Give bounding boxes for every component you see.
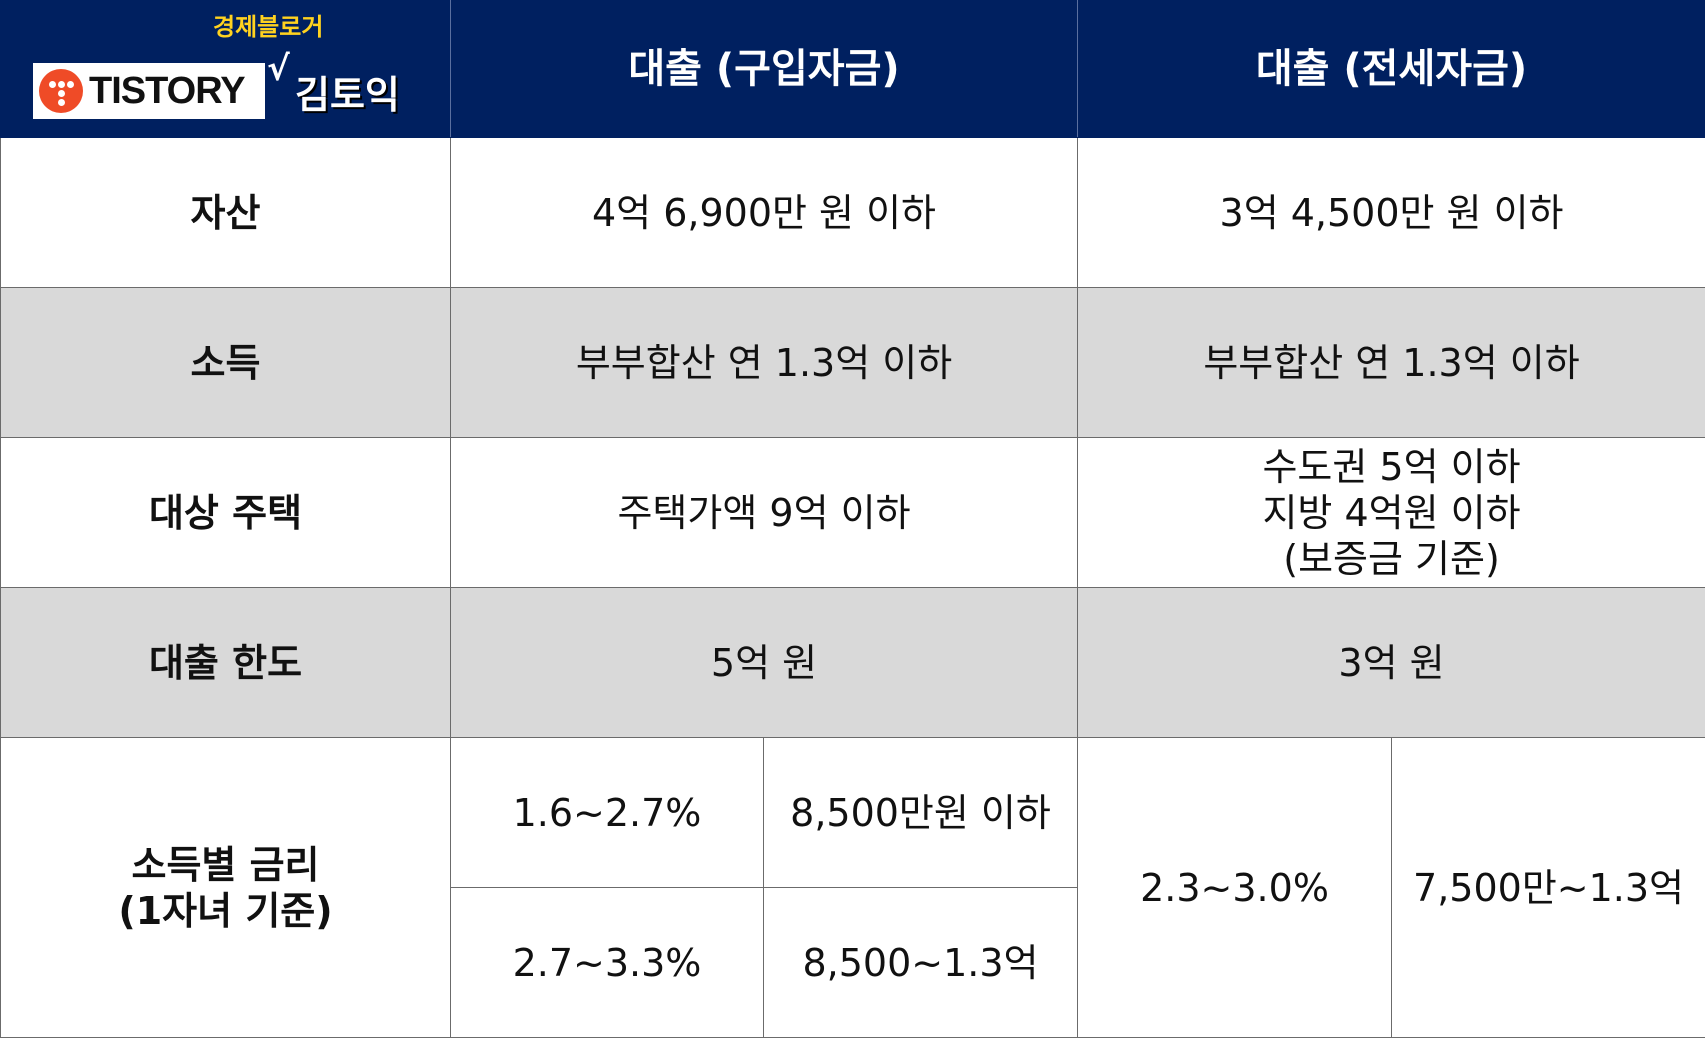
logo-author: 김토익 (295, 73, 400, 117)
cell-housing-purchase: 주택가액 9억 이하 (451, 438, 1078, 588)
row-income: 소득 부부합산 연 1.3억 이하 부부합산 연 1.3억 이하 (1, 288, 1705, 438)
row-limit: 대출 한도 5억 원 3억 원 (1, 588, 1705, 738)
label-assets: 자산 (1, 138, 451, 288)
label-income: 소득 (1, 288, 451, 438)
check-mark-icon: √ (267, 51, 290, 87)
row-assets: 자산 4억 6,900만 원 이하 3억 4,500만 원 이하 (1, 138, 1705, 288)
blog-logo: 경제블로거 TISTORY √ 김토익 (31, 11, 411, 131)
header-row: 경제블로거 TISTORY √ 김토익 대출 (구입자금) 대출 (전세자금) (1, 1, 1705, 138)
row-rates-1: 소득별 금리 (1자녀 기준) 1.6~2.7% 8,500만원 이하 2.3~… (1, 738, 1705, 888)
cell-rate-jeonse: 2.3~3.0% (1078, 738, 1392, 1038)
cell-income-purchase: 부부합산 연 1.3억 이하 (451, 288, 1078, 438)
cell-income-bracket-purchase-2: 8,500~1.3억 (764, 888, 1078, 1038)
cell-rate-purchase-1: 1.6~2.7% (451, 738, 764, 888)
cell-income-jeonse: 부부합산 연 1.3억 이하 (1078, 288, 1705, 438)
label-housing: 대상 주택 (1, 438, 451, 588)
rates-label-line: 소득별 금리 (1, 842, 450, 888)
logo-tagline: 경제블로거 (213, 13, 323, 41)
row-housing: 대상 주택 주택가액 9억 이하 수도권 5억 이하 지방 4억원 이하 (보증… (1, 438, 1705, 588)
housing-jeonse-line: 수도권 5억 이하 (1078, 444, 1705, 490)
cell-rate-purchase-2: 2.7~3.3% (451, 888, 764, 1038)
tistory-icon (39, 69, 83, 113)
label-limit: 대출 한도 (1, 588, 451, 738)
cell-income-bracket-purchase-1: 8,500만원 이하 (764, 738, 1078, 888)
cell-housing-jeonse: 수도권 5억 이하 지방 4억원 이하 (보증금 기준) (1078, 438, 1705, 588)
logo-cell: 경제블로거 TISTORY √ 김토익 (1, 1, 451, 138)
cell-limit-jeonse: 3억 원 (1078, 588, 1705, 738)
cell-income-bracket-jeonse: 7,500만~1.3억 (1392, 738, 1705, 1038)
logo-brand: TISTORY (89, 67, 245, 115)
housing-jeonse-line: 지방 4억원 이하 (1078, 490, 1705, 536)
housing-jeonse-line: (보증금 기준) (1078, 536, 1705, 582)
cell-assets-purchase: 4억 6,900만 원 이하 (451, 138, 1078, 288)
cell-limit-purchase: 5억 원 (451, 588, 1078, 738)
label-rates: 소득별 금리 (1자녀 기준) (1, 738, 451, 1038)
tistory-badge: TISTORY (33, 63, 265, 119)
header-jeonse-loan: 대출 (전세자금) (1078, 1, 1705, 138)
cell-assets-jeonse: 3억 4,500만 원 이하 (1078, 138, 1705, 288)
header-purchase-loan: 대출 (구입자금) (451, 1, 1078, 138)
rates-label-line: (1자녀 기준) (1, 888, 450, 934)
